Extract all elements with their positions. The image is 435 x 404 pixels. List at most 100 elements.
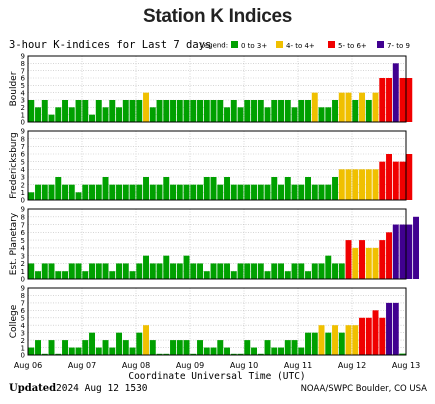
k-index-bar [325,184,332,200]
k-index-bar [392,224,399,279]
k-index-bar [68,347,75,355]
y-tick-label: 5 [21,314,25,322]
k-index-bar [62,340,68,355]
k-index-bar [298,100,305,122]
k-index-bar [224,107,230,122]
k-index-bar [338,263,345,279]
k-index-bar [109,184,116,200]
legend-swatch [328,41,335,48]
k-index-bar [89,184,95,200]
k-index-bar [156,100,163,122]
k-index-bar [305,177,311,200]
k-index-bar [109,100,116,122]
legend-swatch [377,41,384,48]
k-index-bar [338,92,345,122]
station-label: Est. Planetary [9,212,19,275]
y-tick-label: 6 [21,229,26,237]
k-index-bar [264,271,271,279]
k-index-bar [89,263,95,279]
k-index-bar [224,347,230,355]
k-index-bar [325,332,332,355]
legend-entry: 4- to 4+ [286,42,315,50]
k-index-bar [129,184,136,200]
panel-border [27,55,407,123]
y-tick-label: 5 [21,158,25,166]
k-index-bar [237,107,244,122]
k-index-bar [325,107,332,122]
k-index-bar [203,271,210,279]
k-index-bar [379,161,386,200]
legend-entry: 5- to 6+ [338,42,367,50]
k-index-bar [244,340,251,355]
k-index-bar [305,332,311,355]
k-index-bar [257,100,264,122]
k-index-bar [41,263,48,279]
x-tick-label: Aug 10 [230,361,258,370]
k-index-bar [305,271,311,279]
y-tick-label: 1 [21,111,25,119]
k-index-bar [68,107,75,122]
k-index-bar [305,100,311,122]
k-index-bar [278,263,284,279]
k-index-bar [122,263,129,279]
k-index-bar [271,177,278,200]
k-index-bar [149,107,156,122]
chart-subtitle: 3-hour K-indices for Last 7 days [9,39,211,51]
k-index-bar [82,340,89,355]
k-index-bar [413,216,419,279]
k-index-bar [352,100,359,122]
y-tick-label: 8 [21,292,25,300]
k-index-bar [122,184,129,200]
k-index-bar [116,332,122,355]
credit-text: NOAA/SWPC Boulder, CO USA [301,384,428,394]
k-index-bar [372,247,379,279]
k-index-bar [224,263,230,279]
k-index-bar [170,263,176,279]
k-index-bar [291,107,298,122]
y-tick-label: 3 [21,252,25,260]
panel-border [27,130,407,201]
k-index-bar [129,100,136,122]
k-index-bar [176,184,183,200]
k-index-bar [55,271,62,279]
k-index-bar [392,302,399,355]
x-tick-label: Aug 06 [14,361,42,370]
updated-label: Updated [9,383,56,394]
k-index-bar [190,100,197,122]
k-index-bar [35,107,41,122]
legend-entry: 7- to 9 [387,42,410,50]
k-index-bar [251,184,257,200]
station-label: Fredericksburg [9,132,19,199]
k-index-bar [190,184,197,200]
k-index-bar [197,184,203,200]
y-tick-label: 6 [21,151,26,159]
k-index-bar [298,263,305,279]
y-tick-label: 9 [21,285,25,293]
k-index-bar [271,100,278,122]
k-index-bar [386,78,392,122]
k-index-bar [352,325,359,355]
k-index-bar [122,100,129,122]
k-index-bar [82,100,89,122]
k-index-bar [176,263,183,279]
k-index-bar [359,169,365,200]
k-index-bar [35,271,41,279]
k-index-bar [48,184,55,200]
k-index-bar [163,100,170,122]
k-index-bar [82,184,89,200]
k-index-bar [311,184,318,200]
k-index-bar [41,100,48,122]
y-tick-label: 8 [21,60,25,68]
k-index-bar [386,232,392,279]
k-index-bar [156,263,163,279]
y-tick-label: 0 [21,276,25,284]
station-label: Boulder [9,71,19,106]
k-index-bar [136,332,143,355]
x-tick-label: Aug 11 [284,361,312,370]
k-index-bar [68,263,75,279]
y-tick-label: 9 [21,128,25,136]
k-index-bar [183,100,190,122]
k-index-bar [75,263,82,279]
k-index-bar [116,263,122,279]
k-index-bar [237,353,244,355]
